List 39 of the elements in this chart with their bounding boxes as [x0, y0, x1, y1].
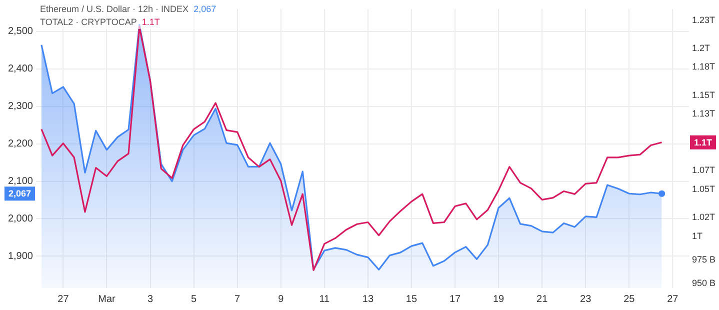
y2-tick-label: 1T: [692, 230, 704, 241]
x-tick-label: 3: [147, 294, 154, 305]
x-tick-label: 17: [449, 294, 462, 305]
y-tick-label: 2,200: [8, 138, 34, 150]
y2-tick-label: 975 B: [692, 254, 716, 264]
y2-tick-label: 1.07T: [692, 165, 716, 176]
x-tick-label: 19: [492, 294, 505, 305]
text: 2,067: [8, 188, 32, 199]
x-tick-label: 13: [362, 294, 374, 305]
y-tick-label: 2,300: [8, 101, 34, 112]
y-tick-label: 2,100: [8, 176, 34, 188]
y2-tick-label: 1.13T: [692, 108, 716, 119]
x-tick-label: 11: [319, 294, 330, 305]
x-tick-label: 9: [278, 294, 284, 305]
x-tick-label: 7: [234, 294, 241, 305]
y2-tick-label: 1.18T: [692, 62, 716, 72]
y2-tick-label: 1.02T: [692, 212, 716, 222]
x-tick-label: 25: [624, 294, 636, 305]
y2-tick-label: 1.23T: [692, 14, 716, 25]
y-tick-label: 2,400: [8, 64, 34, 75]
y-tick-label: 2,000: [8, 213, 34, 224]
x-tick-label: 21: [536, 294, 548, 305]
text: 1.1T: [694, 137, 712, 148]
x-tick-label: 15: [406, 294, 418, 305]
series-label: TOTAL2 · CRYPTOCAP: [40, 17, 137, 27]
text: Ethereum / U.S. Dollar · 12h · INDEX: [40, 4, 189, 14]
annotation: 2,067: [194, 4, 216, 14]
y2-tick-label: 1.05T: [692, 184, 716, 194]
x-tick-label: 27: [58, 294, 70, 305]
x-tick-label: 27: [667, 294, 679, 305]
y2-tick-label: 950 B: [692, 278, 716, 288]
x-tick-label: 23: [580, 294, 592, 305]
y-tick-label: 1,900: [8, 250, 34, 262]
y2-tick-label: 1.2T: [692, 42, 711, 53]
y-tick-label: 2,500: [8, 26, 34, 38]
y2-tick-label: 1.15T: [692, 90, 716, 100]
x-tick-label: 5: [191, 294, 198, 305]
x-tick-label: Mar: [98, 294, 116, 305]
annotation: 1.1T: [142, 17, 160, 27]
